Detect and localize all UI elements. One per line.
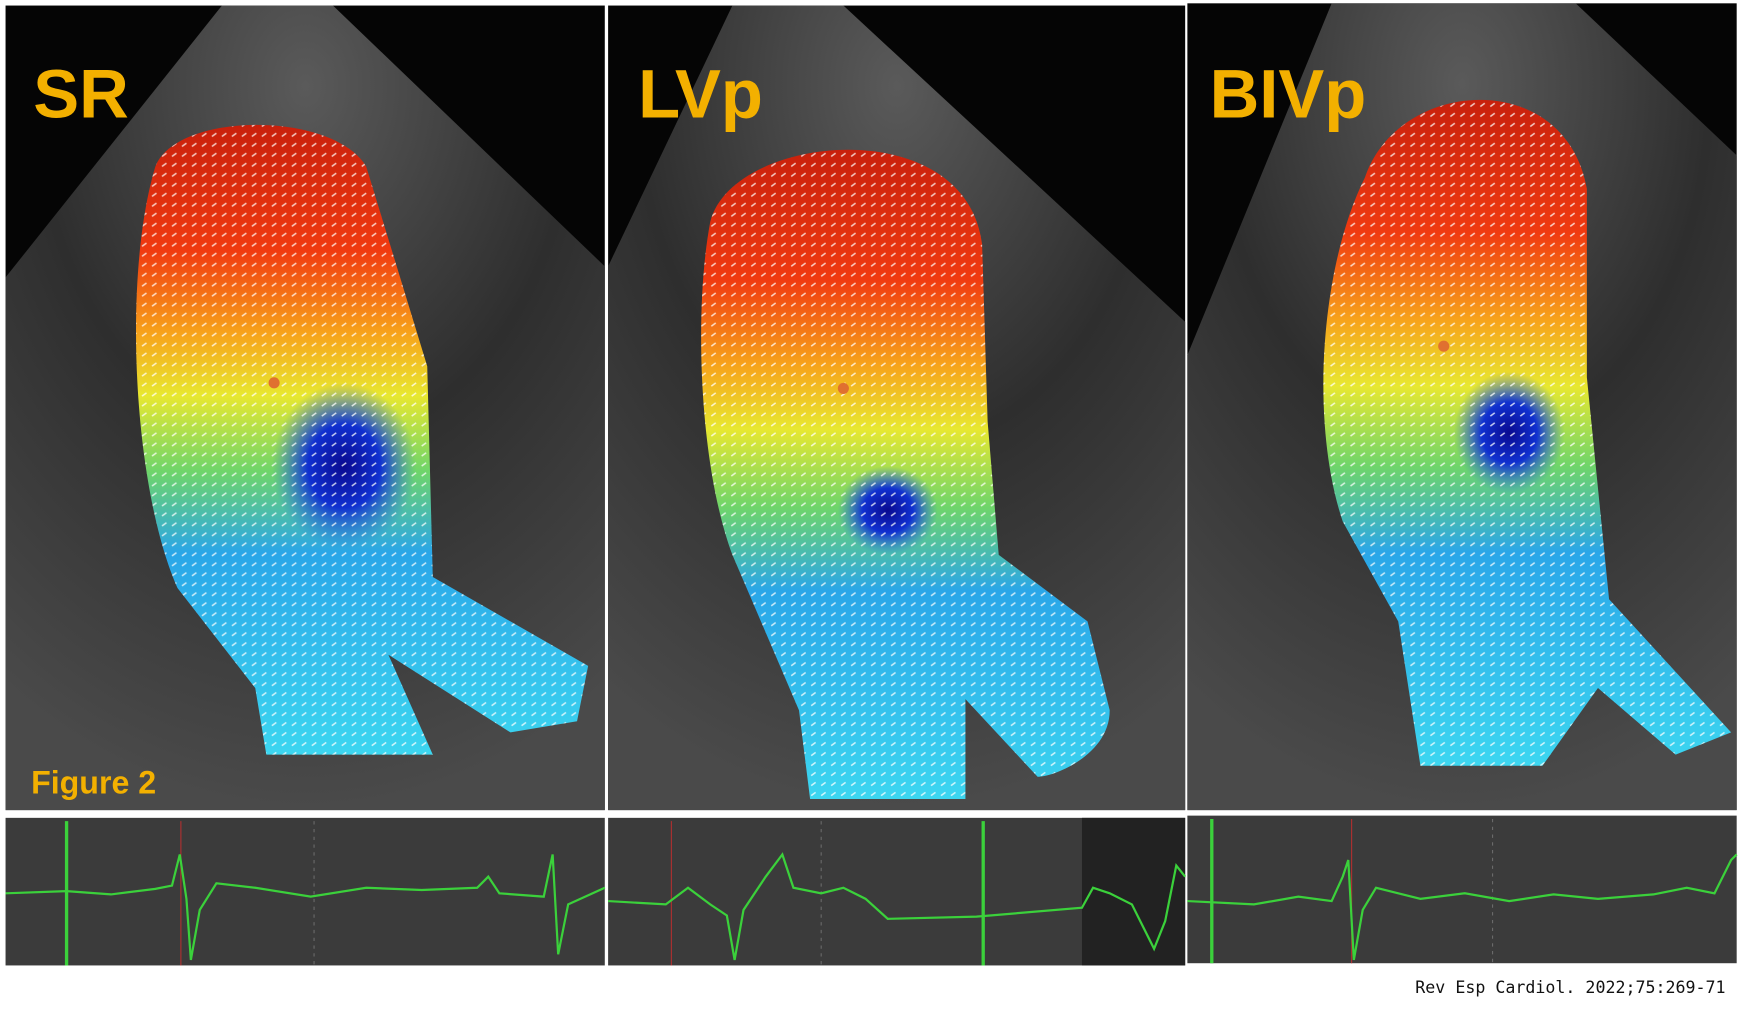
ecg-shade	[1081, 817, 1186, 966]
panel-label: LVp	[638, 56, 763, 133]
panel-label: BIVp	[1210, 56, 1367, 133]
panel-lvp: LVp	[608, 5, 1187, 966]
ecg-trace	[608, 852, 1187, 961]
panel-bivp: BIVp	[1187, 3, 1738, 964]
ecg-trace	[1187, 853, 1738, 961]
panel-label: SR	[33, 56, 129, 133]
ecg-trace	[5, 854, 606, 961]
marker	[837, 382, 849, 394]
citation: Rev Esp Cardiol. 2022;75:269-71	[1415, 978, 1725, 997]
marker	[268, 377, 280, 389]
figure-label: Figure 2	[31, 764, 156, 800]
marker	[1438, 340, 1450, 352]
vector-field	[701, 149, 1110, 799]
ecg-strip	[5, 817, 605, 966]
vector-field	[136, 124, 589, 755]
panel-sr: SR Figure 2	[5, 5, 606, 966]
ecg-strip	[1187, 815, 1737, 964]
vector-field	[1323, 99, 1732, 766]
